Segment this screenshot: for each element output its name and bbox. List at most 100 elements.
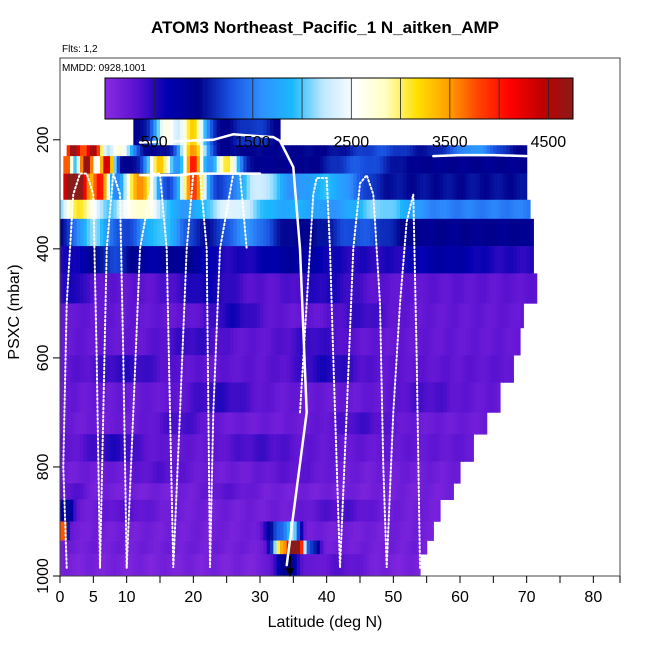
- heatmap-cell: [103, 434, 108, 462]
- heatmap-cell: [356, 199, 361, 220]
- heatmap-cell: [496, 327, 501, 356]
- heatmap-cell: [446, 303, 451, 329]
- heatmap-cell: [103, 499, 108, 522]
- heatmap-cell: [110, 273, 114, 304]
- heatmap-cell: [346, 303, 351, 329]
- heatmap-cell: [200, 499, 204, 522]
- heatmap-cell: [276, 483, 281, 500]
- heatmap-cell: [320, 303, 324, 329]
- heatmap-cell: [93, 483, 98, 500]
- heatmap-cell: [346, 199, 351, 220]
- heatmap-cell: [433, 173, 438, 201]
- heatmap-cell: [330, 434, 334, 462]
- heatmap-cell: [466, 199, 471, 220]
- heatmap-cell: [253, 246, 258, 274]
- heatmap-cell: [466, 246, 471, 274]
- heatmap-cell: [453, 199, 458, 220]
- heatmap-cell: [263, 156, 268, 174]
- heatmap-cell: [383, 461, 388, 484]
- heatmap-cell: [443, 483, 448, 500]
- heatmap-cell: [236, 554, 241, 577]
- heatmap-cell: [456, 273, 461, 304]
- heatmap-cell: [363, 412, 368, 435]
- heatmap-cell: [313, 483, 318, 500]
- heatmap-cell: [130, 173, 134, 201]
- heatmap-cell: [270, 382, 274, 413]
- heatmap-cell: [393, 461, 398, 484]
- heatmap-cell: [240, 273, 244, 304]
- heatmap-cell: [280, 156, 284, 174]
- heatmap-cell: [280, 246, 284, 274]
- heatmap-cell: [136, 112, 141, 146]
- heatmap-cell: [123, 412, 128, 435]
- heatmap-cell: [100, 382, 104, 413]
- heatmap-cell: [453, 156, 458, 174]
- heatmap-cell: [266, 483, 271, 500]
- heatmap-cell: [196, 554, 201, 577]
- heatmap-cell: [393, 303, 398, 329]
- heatmap-cell: [410, 499, 414, 522]
- heatmap-cell: [113, 483, 118, 500]
- heatmap-cell: [353, 499, 358, 522]
- heatmap-cell: [216, 173, 221, 201]
- heatmap-cell: [526, 273, 531, 304]
- heatmap-cell: [186, 355, 191, 383]
- heatmap-cell: [186, 461, 191, 484]
- heatmap-cell: [143, 434, 148, 462]
- heatmap-cell: [306, 554, 311, 577]
- heatmap-cell: [193, 327, 198, 356]
- heatmap-cell: [436, 382, 441, 413]
- heatmap-cell: [270, 540, 274, 555]
- heatmap-cell: [73, 554, 78, 577]
- heatmap-cell: [263, 246, 268, 274]
- heatmap-cell: [473, 273, 478, 304]
- heatmap-cell: [300, 199, 304, 220]
- heatmap-cell: [190, 412, 194, 435]
- heatmap-cell: [76, 554, 81, 577]
- heatmap-cell: [213, 112, 218, 146]
- heatmap-cell: [326, 273, 331, 304]
- heatmap-cell: [303, 540, 308, 555]
- heatmap-cell: [213, 412, 218, 435]
- heatmap-cell: [520, 173, 524, 201]
- heatmap-cell: [420, 540, 424, 555]
- heatmap-cell: [146, 156, 151, 174]
- heatmap-cell: [443, 327, 448, 356]
- heatmap-cell: [316, 499, 321, 522]
- heatmap-cell: [270, 554, 274, 577]
- heatmap-cell: [186, 199, 191, 220]
- heatmap-cell: [86, 218, 91, 247]
- heatmap-cell: [170, 199, 174, 220]
- heatmap-cell: [486, 156, 491, 174]
- heatmap-cell: [163, 156, 168, 174]
- heatmap-cell: [240, 145, 244, 157]
- x-tick-label: 30: [251, 589, 269, 606]
- heatmap-cell: [113, 145, 118, 157]
- heatmap-cell: [346, 173, 351, 201]
- heatmap-cell: [343, 355, 348, 383]
- heatmap-cell: [250, 540, 254, 555]
- heatmap-cell: [283, 434, 288, 462]
- heatmap-cell: [186, 521, 191, 541]
- heatmap-cell: [230, 218, 234, 247]
- heatmap-cell: [213, 246, 218, 274]
- heatmap-cell: [436, 273, 441, 304]
- heatmap-cell: [326, 246, 331, 274]
- heatmap-cell: [156, 382, 161, 413]
- heatmap-cell: [480, 412, 484, 435]
- heatmap-cell: [476, 273, 481, 304]
- heatmap-cell: [400, 156, 404, 174]
- heatmap-cell: [276, 412, 281, 435]
- heatmap-cell: [440, 461, 444, 484]
- colorbar-tick-label: 2500: [334, 134, 370, 151]
- heatmap-cell: [476, 199, 481, 220]
- heatmap-cell: [286, 173, 291, 201]
- heatmap-cell: [320, 355, 324, 383]
- heatmap-cell: [120, 145, 124, 157]
- heatmap-cell: [203, 540, 208, 555]
- heatmap-cell: [273, 355, 278, 383]
- heatmap-cell: [113, 412, 118, 435]
- heatmap-cell: [340, 199, 344, 220]
- heatmap-cell: [456, 246, 461, 274]
- heatmap-cell: [493, 303, 498, 329]
